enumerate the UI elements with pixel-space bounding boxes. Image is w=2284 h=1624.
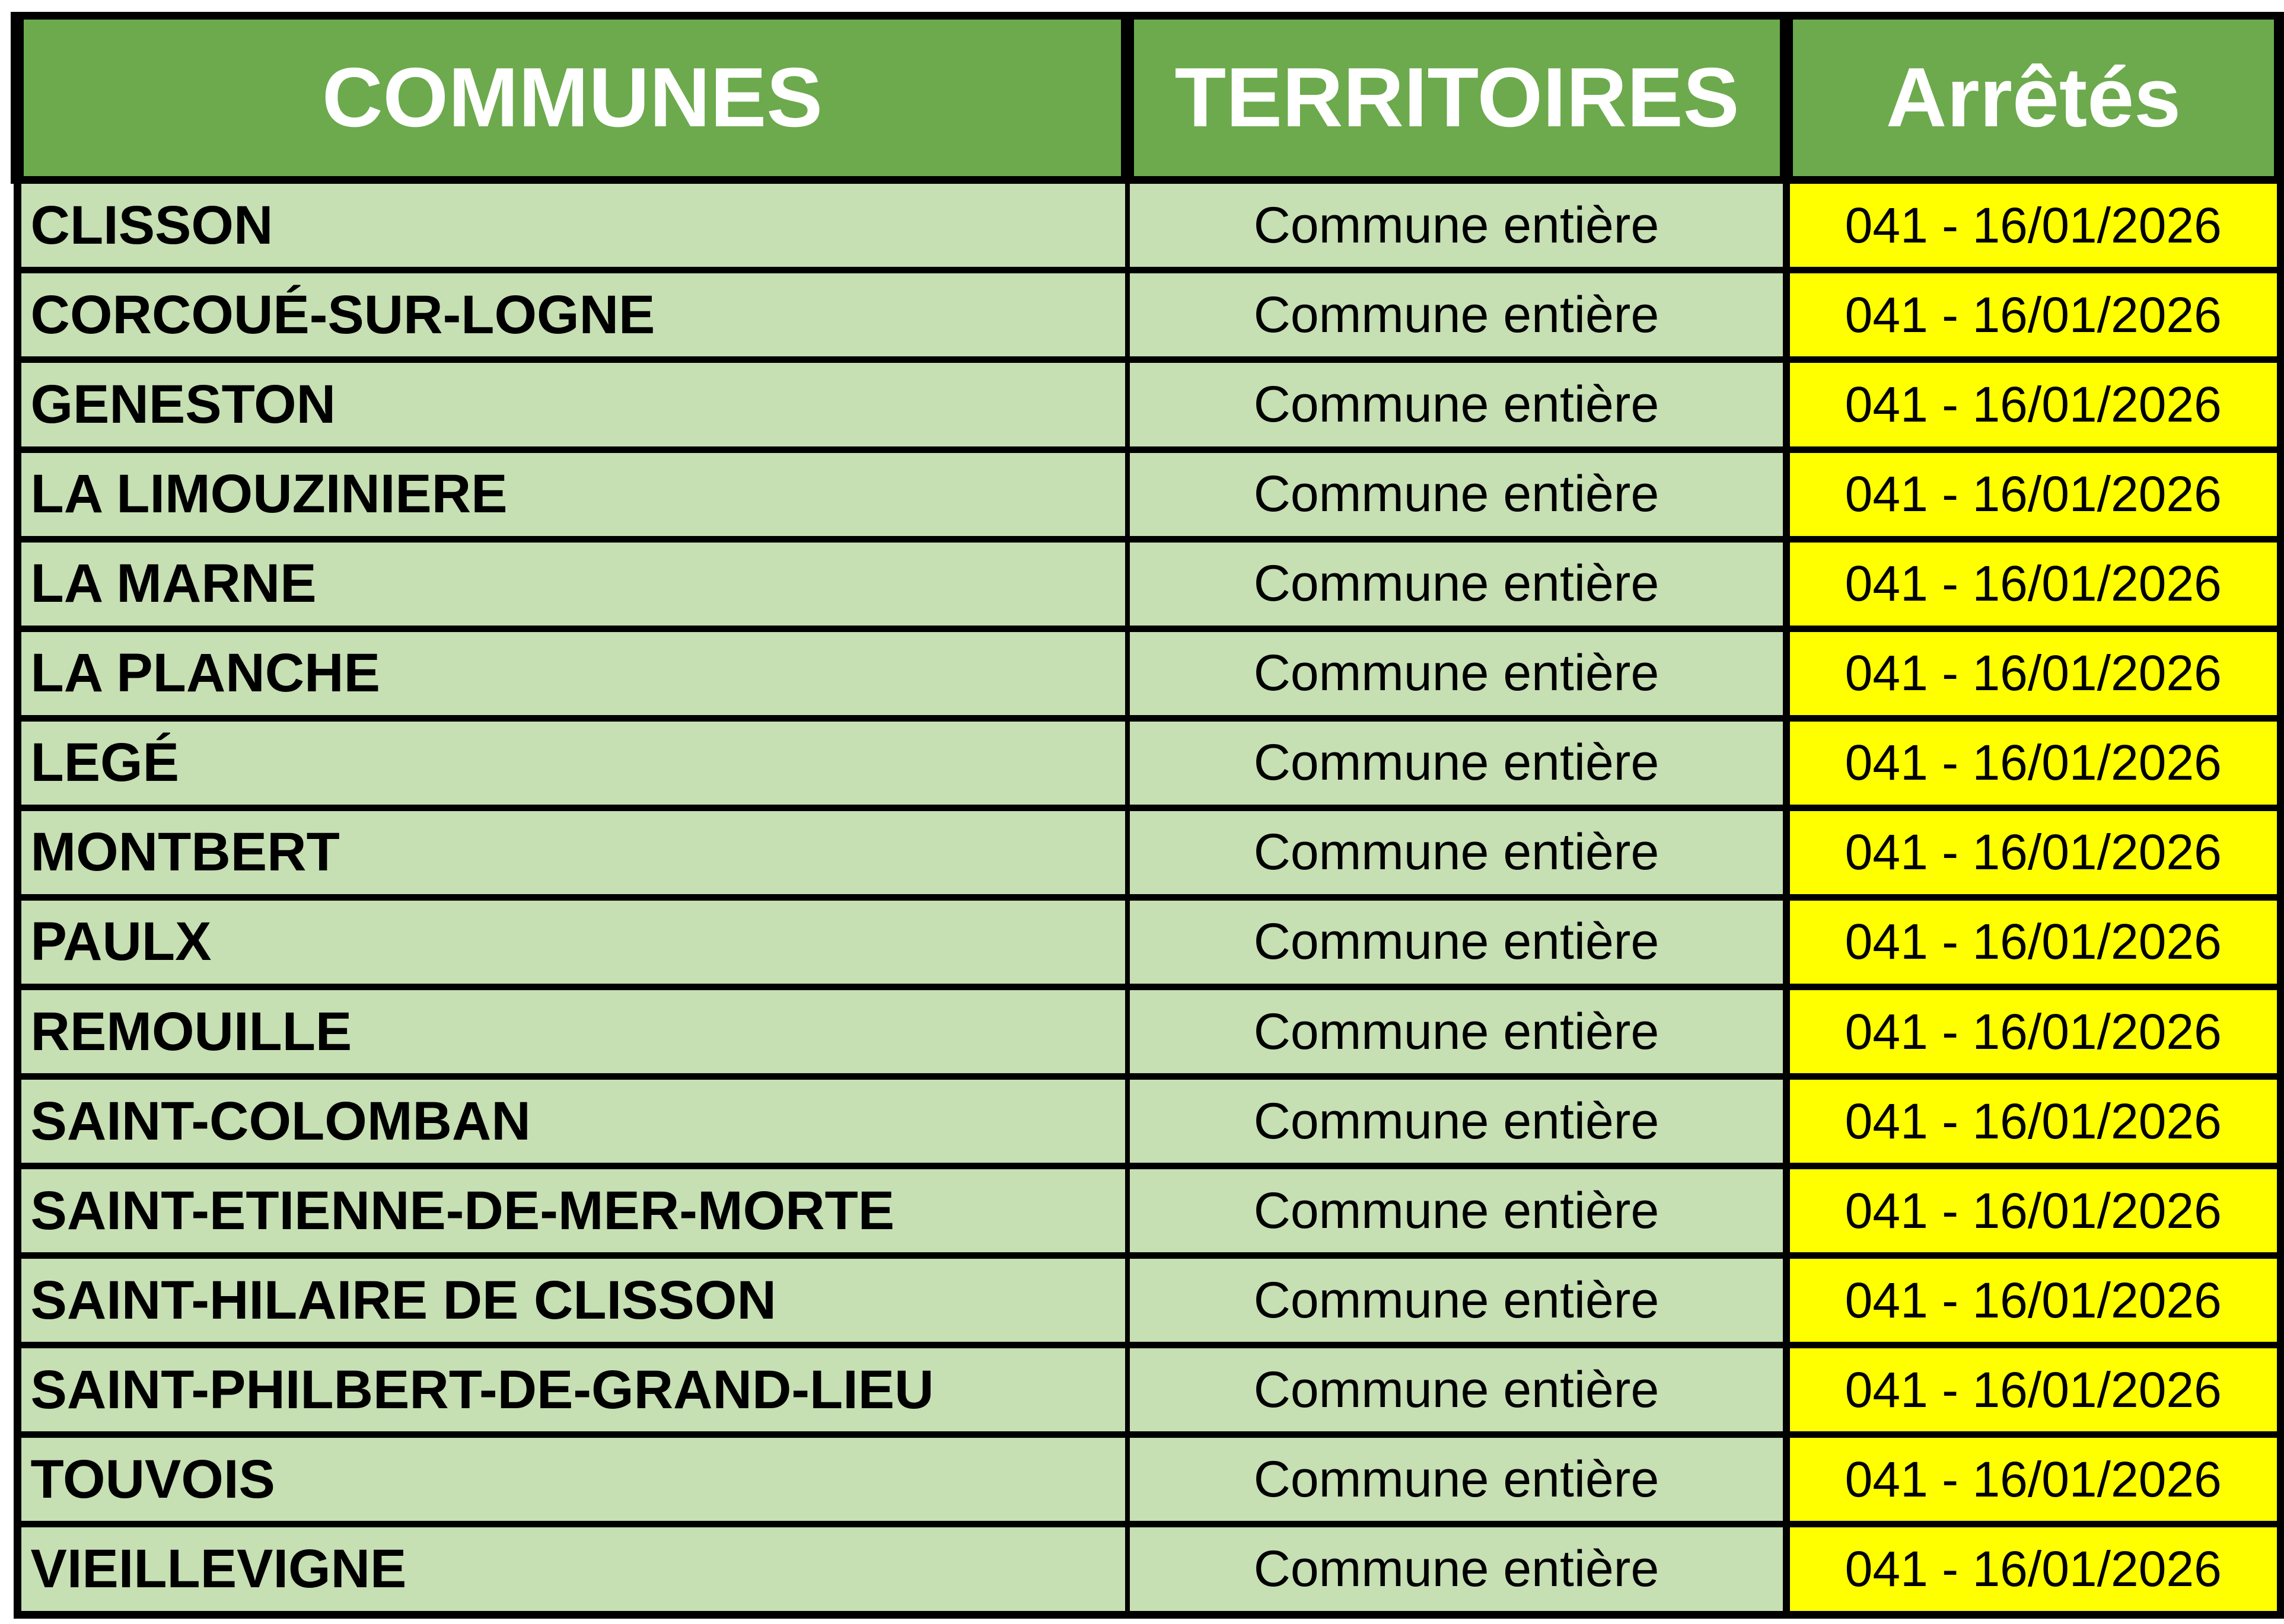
- territoire-cell: Commune entière: [1125, 804, 1789, 901]
- communes-arretes-table: COMMUNES TERRITOIRES Arrêtés CLISSON Comm…: [11, 12, 2284, 1619]
- arrete-cell: 041 - 16/01/2026: [1783, 176, 2283, 274]
- commune-cell: CORCOUÉ-SUR-LOGNE: [15, 267, 1130, 363]
- arrete-cell: 041 - 16/01/2026: [1783, 1521, 2283, 1618]
- table-row: CORCOUÉ-SUR-LOGNE Commune entière 041 - 16…: [15, 267, 2283, 363]
- arrete-cell: 041 - 16/01/2026: [1783, 1163, 2283, 1259]
- territoire-cell: Commune entière: [1125, 625, 1789, 722]
- header-row: COMMUNES TERRITOIRES Arrêtés: [11, 12, 2284, 184]
- territoire-cell: Commune entière: [1125, 267, 1789, 363]
- commune-cell: LA PLANCHE: [15, 625, 1130, 722]
- territoire-cell: Commune entière: [1125, 1252, 1789, 1349]
- arrete-cell: 041 - 16/01/2026: [1783, 983, 2283, 1080]
- table-row: LA PLANCHE Commune entière 041 - 16/01/202…: [15, 625, 2283, 722]
- commune-cell: SAINT-ETIENNE-DE-MER-MORTE: [15, 1163, 1130, 1259]
- table-row: MONTBERT Commune entière 041 - 16/01/2026: [15, 804, 2283, 901]
- arrete-cell: 041 - 16/01/2026: [1783, 1252, 2283, 1349]
- commune-cell: SAINT-PHILBERT-DE-GRAND-LIEU: [15, 1342, 1130, 1438]
- arrete-cell: 041 - 16/01/2026: [1783, 804, 2283, 901]
- table-row: SAINT-PHILBERT-DE-GRAND-LIEU Commune enti…: [15, 1342, 2283, 1438]
- territoire-cell: Commune entière: [1125, 176, 1789, 274]
- header-communes: COMMUNES: [11, 12, 1134, 184]
- table-row: LEGÉ Commune entière 041 - 16/01/2026: [15, 714, 2283, 811]
- territoire-cell: Commune entière: [1125, 1073, 1789, 1170]
- arrete-cell: 041 - 16/01/2026: [1783, 1342, 2283, 1438]
- commune-cell: LA MARNE: [15, 535, 1130, 632]
- arrete-cell: 041 - 16/01/2026: [1783, 535, 2283, 632]
- commune-cell: TOUVOIS: [15, 1431, 1130, 1528]
- arrete-cell: 041 - 16/01/2026: [1783, 714, 2283, 811]
- territoire-cell: Commune entière: [1125, 446, 1789, 543]
- commune-cell: GENESTON: [15, 356, 1130, 453]
- territoire-cell: Commune entière: [1125, 983, 1789, 1080]
- table-row: SAINT-HILAIRE DE CLISSON Commune entière 0…: [15, 1252, 2283, 1349]
- header-territoires: TERRITOIRES: [1121, 12, 1793, 184]
- table-row: TOUVOIS Commune entière 041 - 16/01/2026: [15, 1431, 2283, 1528]
- territoire-cell: Commune entière: [1125, 1431, 1789, 1528]
- table-row: SAINT-COLOMBAN Commune entière 041 - 16/01…: [15, 1073, 2283, 1170]
- table-row: GENESTON Commune entière 041 - 16/01/2026: [15, 356, 2283, 453]
- arrete-cell: 041 - 16/01/2026: [1783, 625, 2283, 722]
- commune-cell: CLISSON: [15, 176, 1130, 274]
- territoire-cell: Commune entière: [1125, 535, 1789, 632]
- territoire-cell: Commune entière: [1125, 1521, 1789, 1618]
- commune-cell: LEGÉ: [15, 714, 1130, 811]
- table-row: PAULX Commune entière 041 - 16/01/2026: [15, 894, 2283, 991]
- table-row: REMOUILLE Commune entière 041 - 16/01/2026: [15, 983, 2283, 1080]
- territoire-cell: Commune entière: [1125, 894, 1789, 991]
- table-row: SAINT-ETIENNE-DE-MER-MORTE Commune entièr…: [15, 1163, 2283, 1259]
- commune-cell: SAINT-HILAIRE DE CLISSON: [15, 1252, 1130, 1349]
- territoire-cell: Commune entière: [1125, 356, 1789, 453]
- arrete-cell: 041 - 16/01/2026: [1783, 446, 2283, 543]
- commune-cell: SAINT-COLOMBAN: [15, 1073, 1130, 1170]
- table-row: LA LIMOUZINIERE Commune entière 041 - 16/0…: [15, 446, 2283, 543]
- table-body: CLISSON Commune entière 041 - 16/01/2026 CO…: [15, 176, 2283, 1618]
- territoire-cell: Commune entière: [1125, 714, 1789, 811]
- table-row: LA MARNE Commune entière 041 - 16/01/2026: [15, 535, 2283, 632]
- arrete-cell: 041 - 16/01/2026: [1783, 267, 2283, 363]
- table-row: VIEILLEVIGNE Commune entière 041 - 16/01/2…: [15, 1521, 2283, 1618]
- arrete-cell: 041 - 16/01/2026: [1783, 356, 2283, 453]
- arrete-cell: 041 - 16/01/2026: [1783, 894, 2283, 991]
- header-arretes: Arrêtés: [1780, 12, 2284, 184]
- commune-cell: MONTBERT: [15, 804, 1130, 901]
- commune-cell: LA LIMOUZINIERE: [15, 446, 1130, 543]
- territoire-cell: Commune entière: [1125, 1342, 1789, 1438]
- commune-cell: PAULX: [15, 894, 1130, 991]
- arrete-cell: 041 - 16/01/2026: [1783, 1431, 2283, 1528]
- territoire-cell: Commune entière: [1125, 1163, 1789, 1259]
- commune-cell: REMOUILLE: [15, 983, 1130, 1080]
- table-row: CLISSON Commune entière 041 - 16/01/2026: [15, 176, 2283, 274]
- commune-cell: VIEILLEVIGNE: [15, 1521, 1130, 1618]
- arrete-cell: 041 - 16/01/2026: [1783, 1073, 2283, 1170]
